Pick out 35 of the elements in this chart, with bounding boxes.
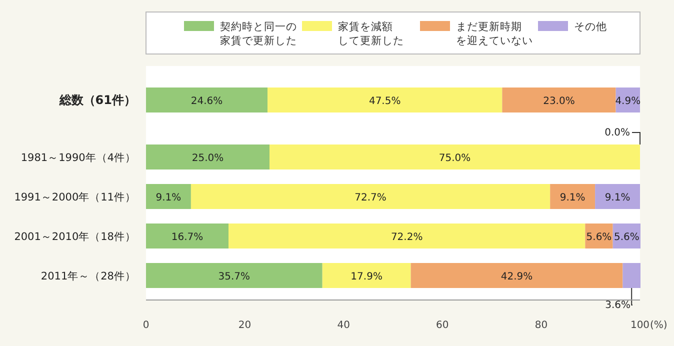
data-label: 17.9%: [350, 272, 382, 282]
y-tick-label: 2001～2010年（18件）: [14, 231, 136, 243]
legend-label: 家賃を減額して更新した: [338, 20, 404, 47]
data-label: 42.9%: [500, 272, 533, 282]
data-label: 23.0%: [543, 96, 575, 107]
x-tick-label: 20: [238, 320, 252, 331]
data-label: 24.6%: [190, 96, 223, 107]
data-label: 9.1%: [560, 192, 586, 204]
data-label: 9.1%: [604, 192, 630, 204]
y-tick-label: 1991～2000年（11件）: [14, 192, 136, 204]
data-label: 3.6%: [605, 300, 630, 311]
data-label: 9.1%: [156, 192, 182, 204]
data-label: 72.2%: [390, 232, 423, 243]
data-label: 16.7%: [171, 232, 204, 243]
data-label: 72.7%: [354, 192, 386, 204]
y-tick-label: 2011年～（28件）: [40, 270, 136, 282]
x-tick-label: 100: [630, 320, 650, 331]
data-label: 35.7%: [218, 272, 250, 282]
data-label: 47.5%: [368, 96, 401, 107]
x-tick-label: 60: [436, 320, 449, 331]
y-tick-label: 1981～1990年（4件）: [20, 152, 136, 164]
data-label: 5.6%: [614, 232, 640, 243]
x-axis-title: (%): [650, 320, 668, 331]
data-label: 4.9%: [615, 96, 641, 107]
data-label: 75.0%: [438, 153, 471, 164]
annotation: 0.0%: [604, 128, 630, 138]
x-tick-label: 40: [337, 320, 350, 331]
x-tick-label: 0: [142, 320, 150, 331]
data-label: 5.6%: [586, 232, 612, 243]
data-label: 25.0%: [192, 153, 224, 164]
legend-label: その他: [574, 21, 607, 33]
legend-label: まだ更新時期を迎えていない: [456, 20, 533, 47]
x-tick-label: 80: [534, 320, 548, 331]
legend-label: 契約時と同一の家賃で更新した: [220, 20, 297, 47]
y-tick-label: 総数（61件）: [58, 93, 136, 107]
